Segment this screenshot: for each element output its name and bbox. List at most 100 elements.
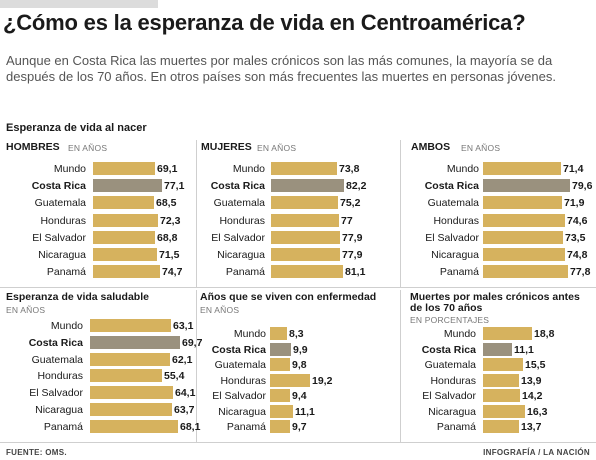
value-label: 18,8 bbox=[534, 328, 555, 340]
panel-unit: EN AÑOS bbox=[200, 305, 240, 315]
panel-title: HOMBRES bbox=[6, 141, 60, 153]
bar bbox=[483, 404, 525, 418]
category-label: El Salvador bbox=[211, 231, 265, 244]
value-label: 69,7 bbox=[182, 336, 203, 349]
value-label: 13,9 bbox=[521, 374, 542, 387]
bar-row: Honduras 77 bbox=[201, 213, 391, 230]
bar bbox=[483, 342, 512, 356]
value-label: 71,9 bbox=[564, 197, 585, 210]
bar bbox=[271, 213, 339, 227]
column-divider bbox=[400, 290, 401, 442]
bar-row: Mundo 73,8 bbox=[201, 162, 391, 178]
category-label: Guatemala bbox=[31, 353, 83, 366]
category-label: Panamá bbox=[43, 420, 83, 433]
panel-title: MUJERES bbox=[201, 141, 252, 153]
panel-unit: EN AÑOS bbox=[461, 143, 501, 153]
bar-row: Honduras 13,9 bbox=[410, 373, 596, 390]
bar-row: Panamá 77,8 bbox=[411, 265, 596, 281]
panel-title: AMBOS bbox=[411, 141, 451, 153]
bar bbox=[90, 386, 173, 400]
value-label: 77 bbox=[341, 214, 353, 227]
bar-row: Honduras 74,6 bbox=[411, 213, 596, 230]
bar-row: Costa Rica 69,7 bbox=[6, 335, 202, 352]
value-label: 77,9 bbox=[342, 231, 363, 244]
source-note: FUENTE: OMS. bbox=[6, 448, 67, 457]
value-label: 74,7 bbox=[162, 266, 183, 279]
bar-row: Honduras 55,4 bbox=[6, 369, 196, 385]
bar bbox=[270, 404, 293, 418]
chart-anos-enfermedad: Años que se viven con enfermedad EN AÑOS M… bbox=[200, 292, 386, 442]
category-label: Panamá bbox=[439, 266, 479, 279]
value-label: 77,1 bbox=[164, 180, 185, 193]
category-label: Mundo bbox=[233, 328, 266, 340]
bar-row: Honduras 19,2 bbox=[200, 373, 390, 390]
bar-row: El Salvador 64,1 bbox=[6, 386, 196, 402]
value-label: 82,2 bbox=[346, 180, 367, 193]
value-label: 73,8 bbox=[339, 163, 360, 175]
category-label: Guatemala bbox=[424, 359, 476, 371]
value-label: 68,5 bbox=[156, 197, 177, 210]
bar bbox=[93, 265, 160, 279]
category-label: Panamá bbox=[225, 266, 265, 279]
category-label: Nicaragua bbox=[428, 405, 476, 418]
category-label: El Salvador bbox=[212, 390, 266, 402]
section-title-birth-expectancy: Esperanza de vida al nacer bbox=[6, 122, 147, 134]
value-label: 11,1 bbox=[514, 343, 534, 356]
category-label: Mundo bbox=[232, 163, 265, 175]
value-label: 11,1 bbox=[295, 405, 315, 418]
value-label: 8,3 bbox=[289, 328, 304, 340]
bar-row: Guatemala 15,5 bbox=[410, 358, 596, 374]
value-label: 69,1 bbox=[157, 163, 178, 175]
category-label: Honduras bbox=[37, 370, 83, 383]
category-label: Honduras bbox=[430, 374, 476, 387]
category-label: Guatemala bbox=[427, 197, 479, 210]
category-label: Honduras bbox=[433, 214, 479, 227]
value-label: 63,7 bbox=[174, 404, 195, 416]
bar-row: Panamá 81,1 bbox=[201, 265, 391, 281]
bar-row: Guatemala 9,8 bbox=[200, 358, 390, 374]
bar-row: El Salvador 73,5 bbox=[411, 230, 596, 247]
category-label: Mundo bbox=[443, 328, 476, 340]
value-label: 73,5 bbox=[565, 231, 586, 244]
panel-unit: EN AÑOS bbox=[6, 305, 46, 315]
value-label: 68,8 bbox=[157, 231, 178, 244]
value-label: 16,3 bbox=[527, 405, 548, 418]
value-label: 71,4 bbox=[563, 163, 584, 175]
value-label: 81,1 bbox=[345, 266, 366, 279]
bar-row: Honduras 72,3 bbox=[6, 213, 196, 230]
value-label: 77,9 bbox=[342, 249, 363, 261]
bar-row: Guatemala 62,1 bbox=[6, 352, 196, 369]
bar bbox=[483, 373, 519, 387]
bar-row: Guatemala 75,2 bbox=[201, 196, 391, 212]
row-divider bbox=[0, 287, 596, 288]
value-label: 68,1 bbox=[180, 420, 201, 433]
chart-ambos: AMBOS EN AÑOS Mundo 71,4 Costa Rica 79,6 Guate… bbox=[411, 142, 596, 292]
bar bbox=[271, 179, 344, 193]
bar bbox=[271, 265, 343, 279]
bar bbox=[270, 373, 310, 387]
chart-vida-saludable: Esperanza de vida saludable EN AÑOS Mundo 6… bbox=[6, 291, 202, 442]
bar bbox=[93, 196, 154, 210]
bar-row: Costa Rica 9,9 bbox=[200, 342, 390, 359]
footer-divider bbox=[0, 442, 596, 443]
bar bbox=[483, 358, 523, 371]
bar bbox=[90, 369, 162, 383]
credit-note: INFOGRAFÍA / LA NACIÓN bbox=[483, 448, 590, 457]
value-label: 72,3 bbox=[160, 214, 181, 227]
bar-row: Nicaragua 63,7 bbox=[6, 403, 196, 419]
category-label: Nicaragua bbox=[35, 404, 83, 416]
panel-title: Esperanza de vida saludable bbox=[6, 291, 149, 303]
category-label: Guatemala bbox=[213, 197, 265, 210]
category-label: Guatemala bbox=[214, 359, 266, 371]
column-divider bbox=[400, 140, 401, 288]
value-label: 63,1 bbox=[173, 320, 194, 332]
value-label: 9,7 bbox=[292, 421, 307, 433]
value-label: 79,6 bbox=[572, 180, 593, 193]
category-label: Guatemala bbox=[34, 197, 86, 210]
bar bbox=[483, 265, 568, 279]
bar bbox=[483, 162, 561, 175]
bar bbox=[90, 319, 171, 332]
category-label: El Salvador bbox=[29, 387, 83, 400]
panel-unit: EN PORCENTAJES bbox=[410, 315, 490, 325]
bar-row: Nicaragua 11,1 bbox=[200, 404, 390, 421]
